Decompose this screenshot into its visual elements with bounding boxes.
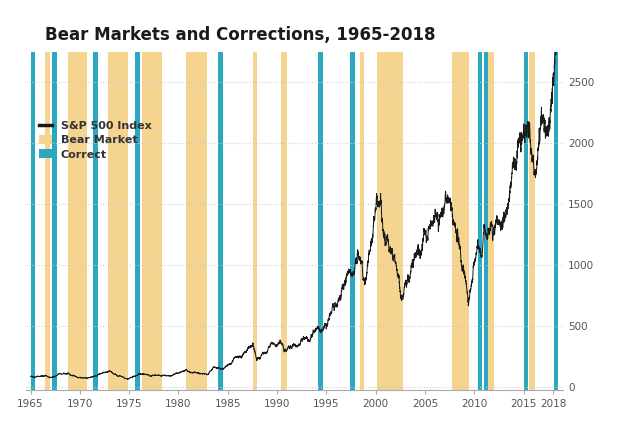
Bar — [52, 52, 57, 390]
Bar — [488, 52, 494, 390]
Bar — [253, 52, 257, 390]
Bar — [377, 52, 403, 390]
Bar — [524, 52, 528, 390]
Bar — [478, 52, 482, 390]
Bar — [31, 52, 35, 390]
Legend: S&P 500 Index, Bear Market, Correct: S&P 500 Index, Bear Market, Correct — [36, 118, 154, 162]
Bar — [186, 52, 207, 390]
Bar — [554, 52, 558, 390]
Bar — [142, 52, 162, 390]
Bar — [360, 52, 364, 390]
Bar — [45, 52, 51, 390]
Bar — [135, 52, 140, 390]
Bar — [281, 52, 287, 390]
Bar — [529, 52, 535, 390]
Bar — [68, 52, 87, 390]
Bar — [350, 52, 355, 390]
Bar — [452, 52, 468, 390]
Bar — [484, 52, 488, 390]
Bar — [317, 52, 323, 390]
Bar — [108, 52, 128, 390]
Text: Bear Markets and Corrections, 1965-2018: Bear Markets and Corrections, 1965-2018 — [45, 26, 435, 44]
Bar — [93, 52, 98, 390]
Bar — [218, 52, 223, 390]
